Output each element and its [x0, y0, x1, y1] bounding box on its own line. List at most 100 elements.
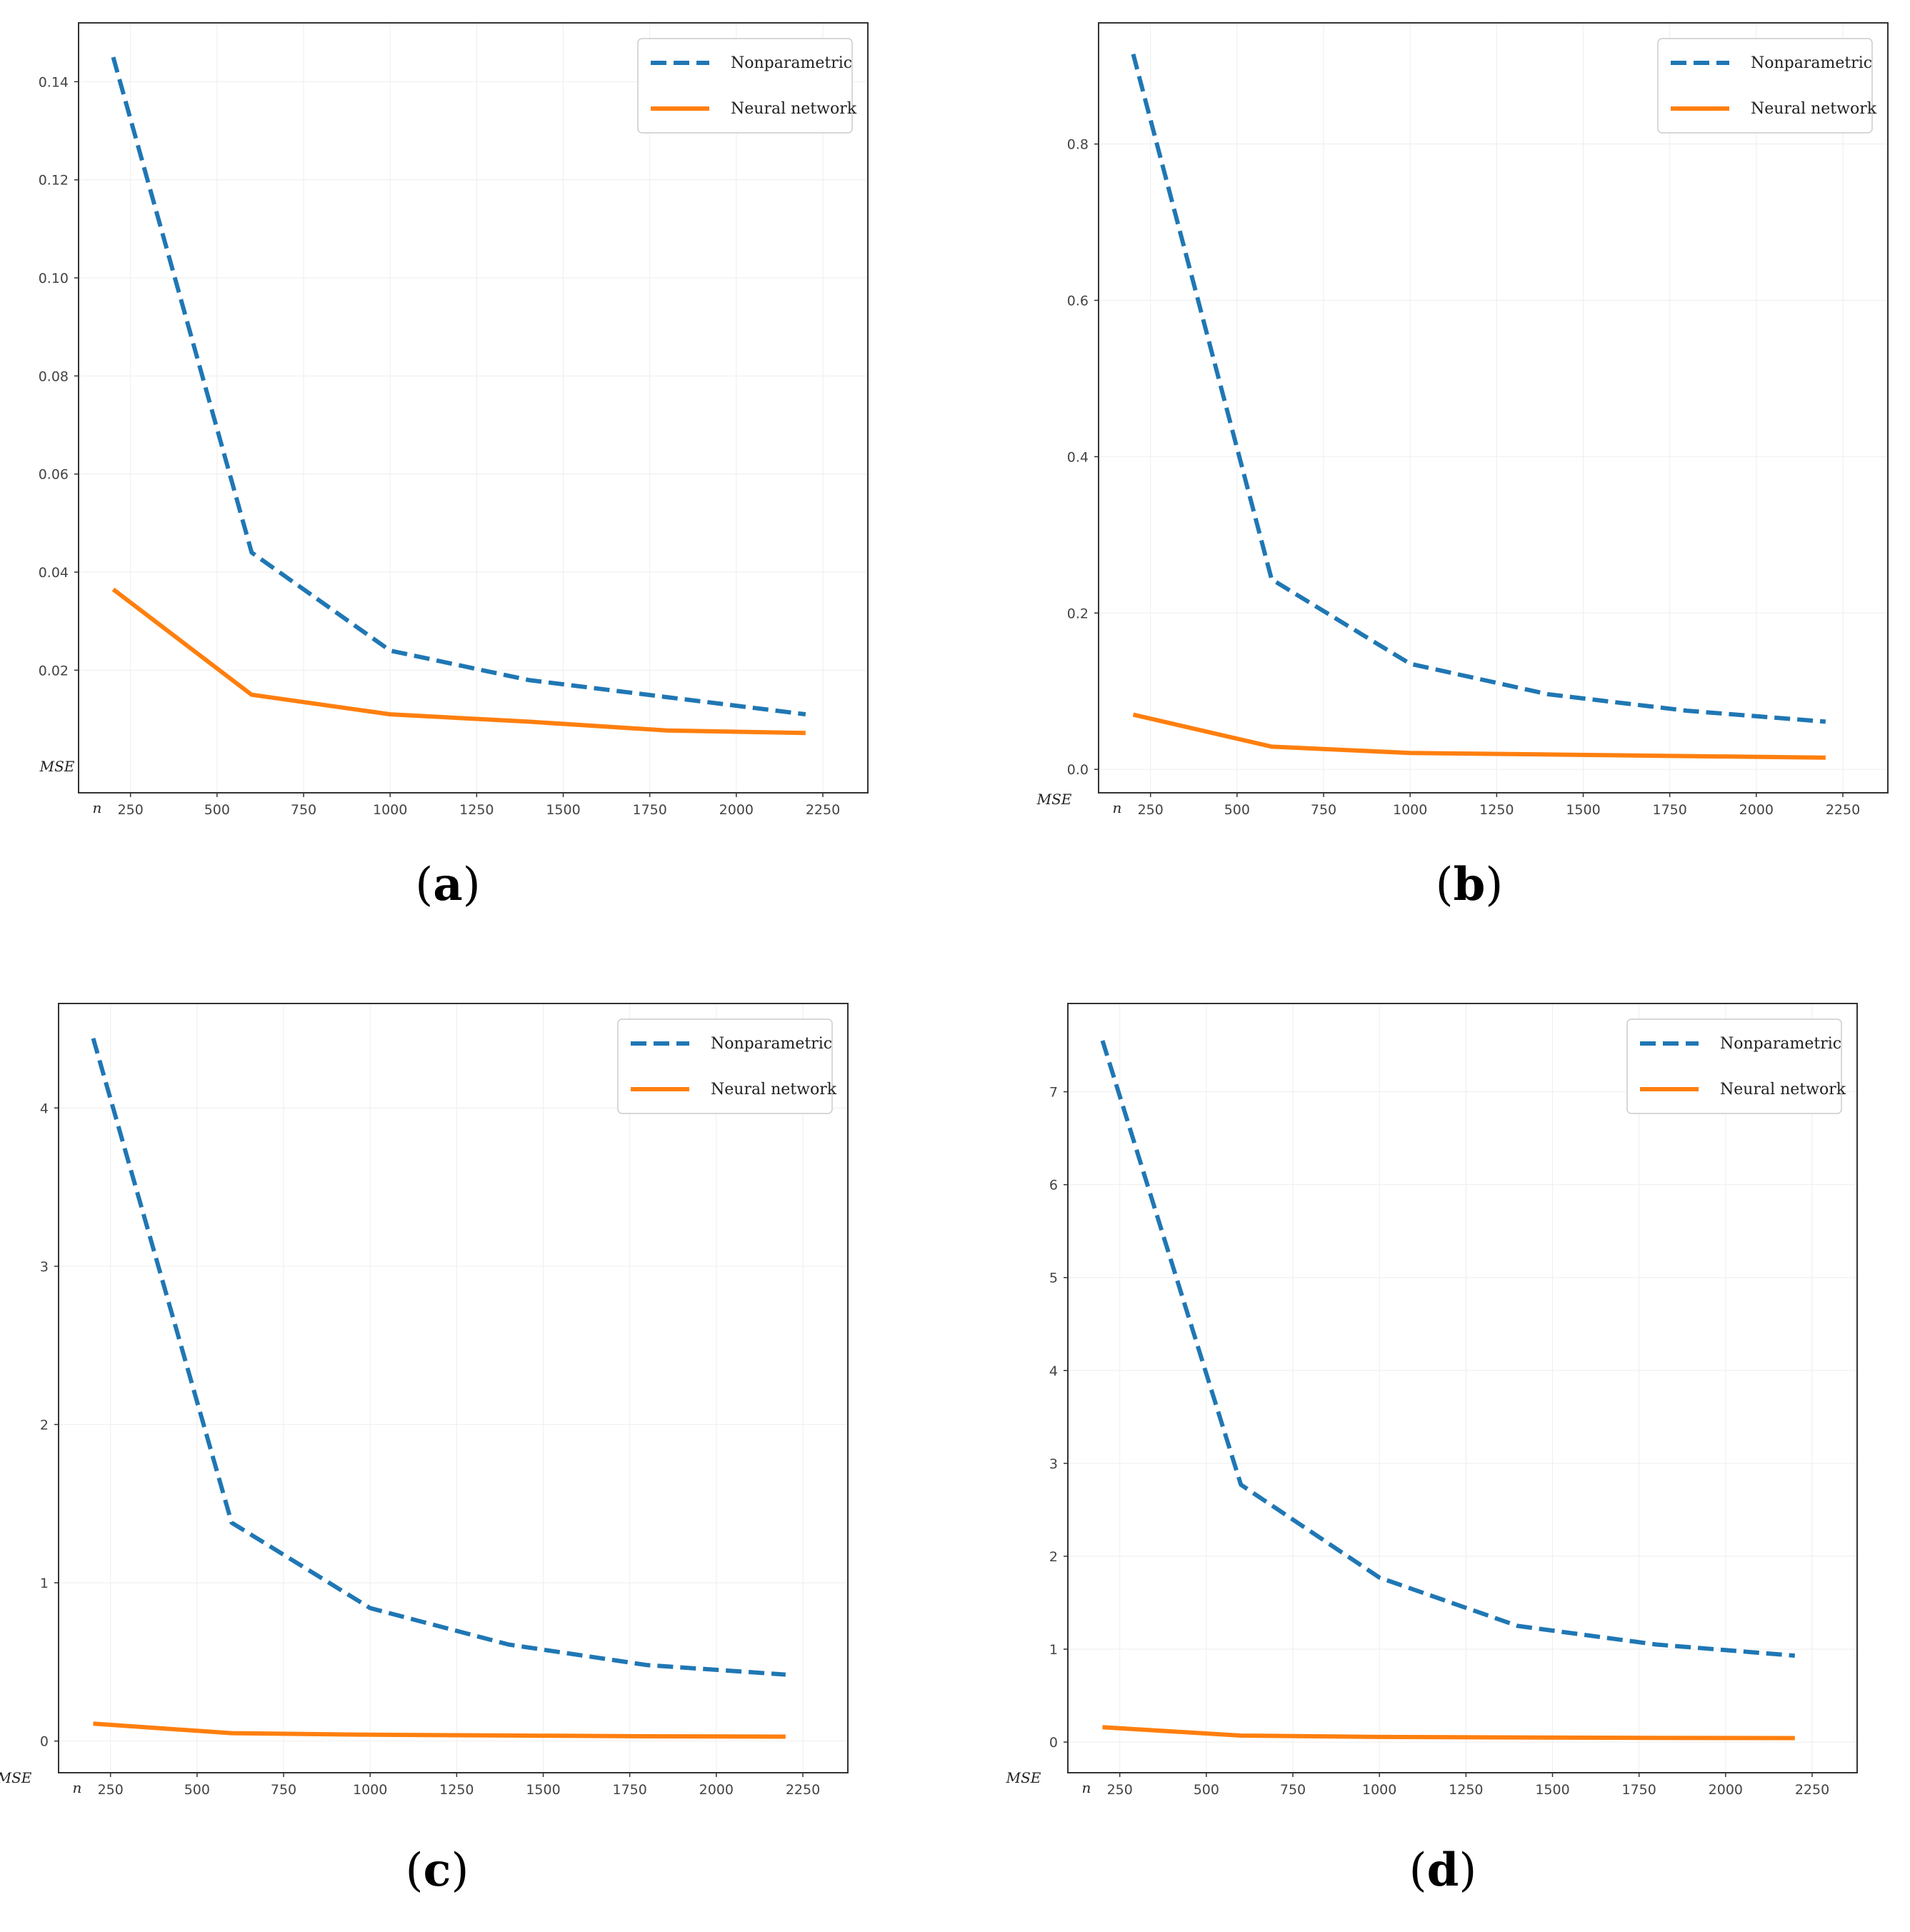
- y-axis-label: MSE: [0, 1769, 32, 1786]
- x-axis-label: n: [1082, 1779, 1091, 1796]
- neural-network-series-line: [1102, 1725, 1795, 1741]
- y-tick-label: 1: [1049, 1642, 1058, 1658]
- y-tick-label: 0.2: [1067, 606, 1089, 621]
- y-tick-label: 0.8: [1067, 137, 1089, 153]
- y-tick-label: 0.10: [39, 271, 69, 286]
- plot-frame: [58, 1003, 849, 1773]
- chart-panel-b: 250 500 750 1000 1250 1500 1750 2000 2250 0.0 0.2 0…: [1036, 22, 1889, 911]
- legend-label: Neural network: [1720, 1081, 1846, 1098]
- x-tick-label: 1500: [526, 1782, 560, 1798]
- legend-box: [1626, 1018, 1842, 1114]
- x-tick-label: 1500: [546, 802, 580, 818]
- y-tick-label: 3: [40, 1259, 49, 1275]
- y-tick-label: 0.4: [1067, 449, 1089, 465]
- x-tick-label: 1250: [439, 1782, 474, 1798]
- y-tick-label: 0.6: [1067, 294, 1089, 309]
- x-tick-label: 750: [271, 1782, 296, 1798]
- x-tick-label: 2250: [806, 802, 840, 818]
- legend-box: [637, 38, 853, 134]
- legend-label: Nonparametric: [1720, 1035, 1841, 1053]
- x-tick-label: 2250: [1795, 1782, 1829, 1798]
- neural-network-series-line: [111, 587, 806, 736]
- legend-label: Nonparametric: [1751, 54, 1872, 72]
- y-tick-label: 5: [1049, 1271, 1058, 1286]
- x-tick-label: 2000: [699, 1782, 734, 1798]
- legend: Nonparametric Neural network: [1657, 38, 1877, 134]
- x-tick-label: 1250: [1449, 1782, 1483, 1798]
- x-tick-label: 1250: [1479, 802, 1514, 818]
- x-tick-label: 1750: [612, 1782, 646, 1798]
- panel-caption: (d): [1409, 1843, 1477, 1897]
- nonparametric-series-line: [111, 56, 806, 717]
- panel-caption: (b): [1436, 858, 1504, 911]
- legend-label: Nonparametric: [711, 1035, 832, 1053]
- neural-network-series-line: [1132, 712, 1826, 760]
- y-tick-label: 2: [1049, 1549, 1058, 1565]
- chart-panel-a: 250 500 750 1000 1250 1500 1750 2000 2250 0.02 0.0…: [39, 22, 869, 911]
- y-axis-label: MSE: [1006, 1769, 1041, 1786]
- y-axis-label: MSE: [1036, 791, 1072, 808]
- x-tick-label: 2000: [719, 802, 754, 818]
- x-tick-label: 1750: [1621, 1782, 1656, 1798]
- legend-label: Neural network: [731, 100, 857, 118]
- x-tick-label: 500: [1194, 1782, 1219, 1798]
- y-tick-label: 0.02: [39, 663, 69, 679]
- y-tick-label: 3: [1049, 1456, 1058, 1472]
- x-axis-label: n: [1113, 799, 1122, 816]
- legend-label: Neural network: [711, 1081, 837, 1098]
- x-tick-label: 750: [291, 802, 316, 818]
- x-tick-label: 2250: [786, 1782, 820, 1798]
- x-tick-label: 1000: [373, 802, 407, 818]
- y-tick-label: 0.06: [39, 467, 69, 483]
- x-tick-label: 500: [1224, 802, 1250, 818]
- plot-frame: [78, 22, 869, 794]
- panel-caption: (c): [406, 1843, 469, 1897]
- nonparametric-series-line: [91, 1037, 786, 1677]
- y-tick-label: 4: [1049, 1363, 1058, 1379]
- legend: Nonparametric Neural network: [1626, 1018, 1846, 1114]
- x-tick-label: 750: [1311, 802, 1336, 818]
- plot-frame: [1067, 1003, 1858, 1773]
- x-tick-label: 2000: [1739, 802, 1774, 818]
- chart-panel-d: 250 500 750 1000 1250 1500 1750 2000 2250 0 1 2 3 4 5 6…: [1006, 1003, 1858, 1897]
- y-tick-label: 0: [1049, 1735, 1058, 1751]
- legend-label: Nonparametric: [731, 54, 852, 72]
- x-tick-label: 1500: [1566, 802, 1600, 818]
- x-tick-label: 250: [118, 802, 144, 818]
- y-tick-label: 6: [1049, 1178, 1058, 1193]
- x-tick-label: 500: [184, 1782, 210, 1798]
- x-tick-label: 500: [204, 802, 230, 818]
- x-tick-label: 1500: [1535, 1782, 1569, 1798]
- y-tick-label: 7: [1049, 1085, 1058, 1101]
- chart-panel-c: 250 500 750 1000 1250 1500 1750 2000 2250 0 1 2 3 4 n M…: [0, 1003, 849, 1897]
- x-tick-label: 1250: [459, 802, 494, 818]
- y-axis-label: MSE: [39, 758, 75, 775]
- neural-network-series-line: [93, 1721, 786, 1739]
- x-axis-label: n: [73, 1779, 82, 1796]
- x-tick-label: 1750: [1652, 802, 1686, 818]
- y-tick-label: 4: [40, 1101, 49, 1116]
- x-tick-label: 250: [98, 1782, 124, 1798]
- legend-label: Neural network: [1751, 100, 1877, 118]
- y-tick-label: 2: [40, 1417, 49, 1433]
- x-axis-label: n: [93, 799, 102, 816]
- x-tick-label: 1000: [353, 1782, 387, 1798]
- plot-frame: [1098, 22, 1889, 794]
- legend: Nonparametric Neural network: [637, 38, 857, 134]
- x-tick-label: 250: [1138, 802, 1164, 818]
- panel-caption: (a): [415, 858, 480, 911]
- x-tick-label: 1000: [1393, 802, 1427, 818]
- y-tick-label: 0.14: [39, 74, 69, 90]
- legend-box: [1657, 38, 1873, 134]
- x-tick-label: 2000: [1709, 1782, 1743, 1798]
- y-tick-label: 0.04: [39, 565, 69, 581]
- nonparametric-series-line: [1131, 54, 1826, 724]
- nonparametric-series-line: [1100, 1040, 1796, 1658]
- y-tick-label: 0.0: [1067, 762, 1089, 778]
- x-tick-label: 1000: [1362, 1782, 1396, 1798]
- y-tick-label: 1: [40, 1576, 49, 1591]
- legend: Nonparametric Neural network: [617, 1018, 837, 1114]
- x-tick-label: 250: [1107, 1782, 1133, 1798]
- y-tick-label: 0.12: [39, 173, 69, 189]
